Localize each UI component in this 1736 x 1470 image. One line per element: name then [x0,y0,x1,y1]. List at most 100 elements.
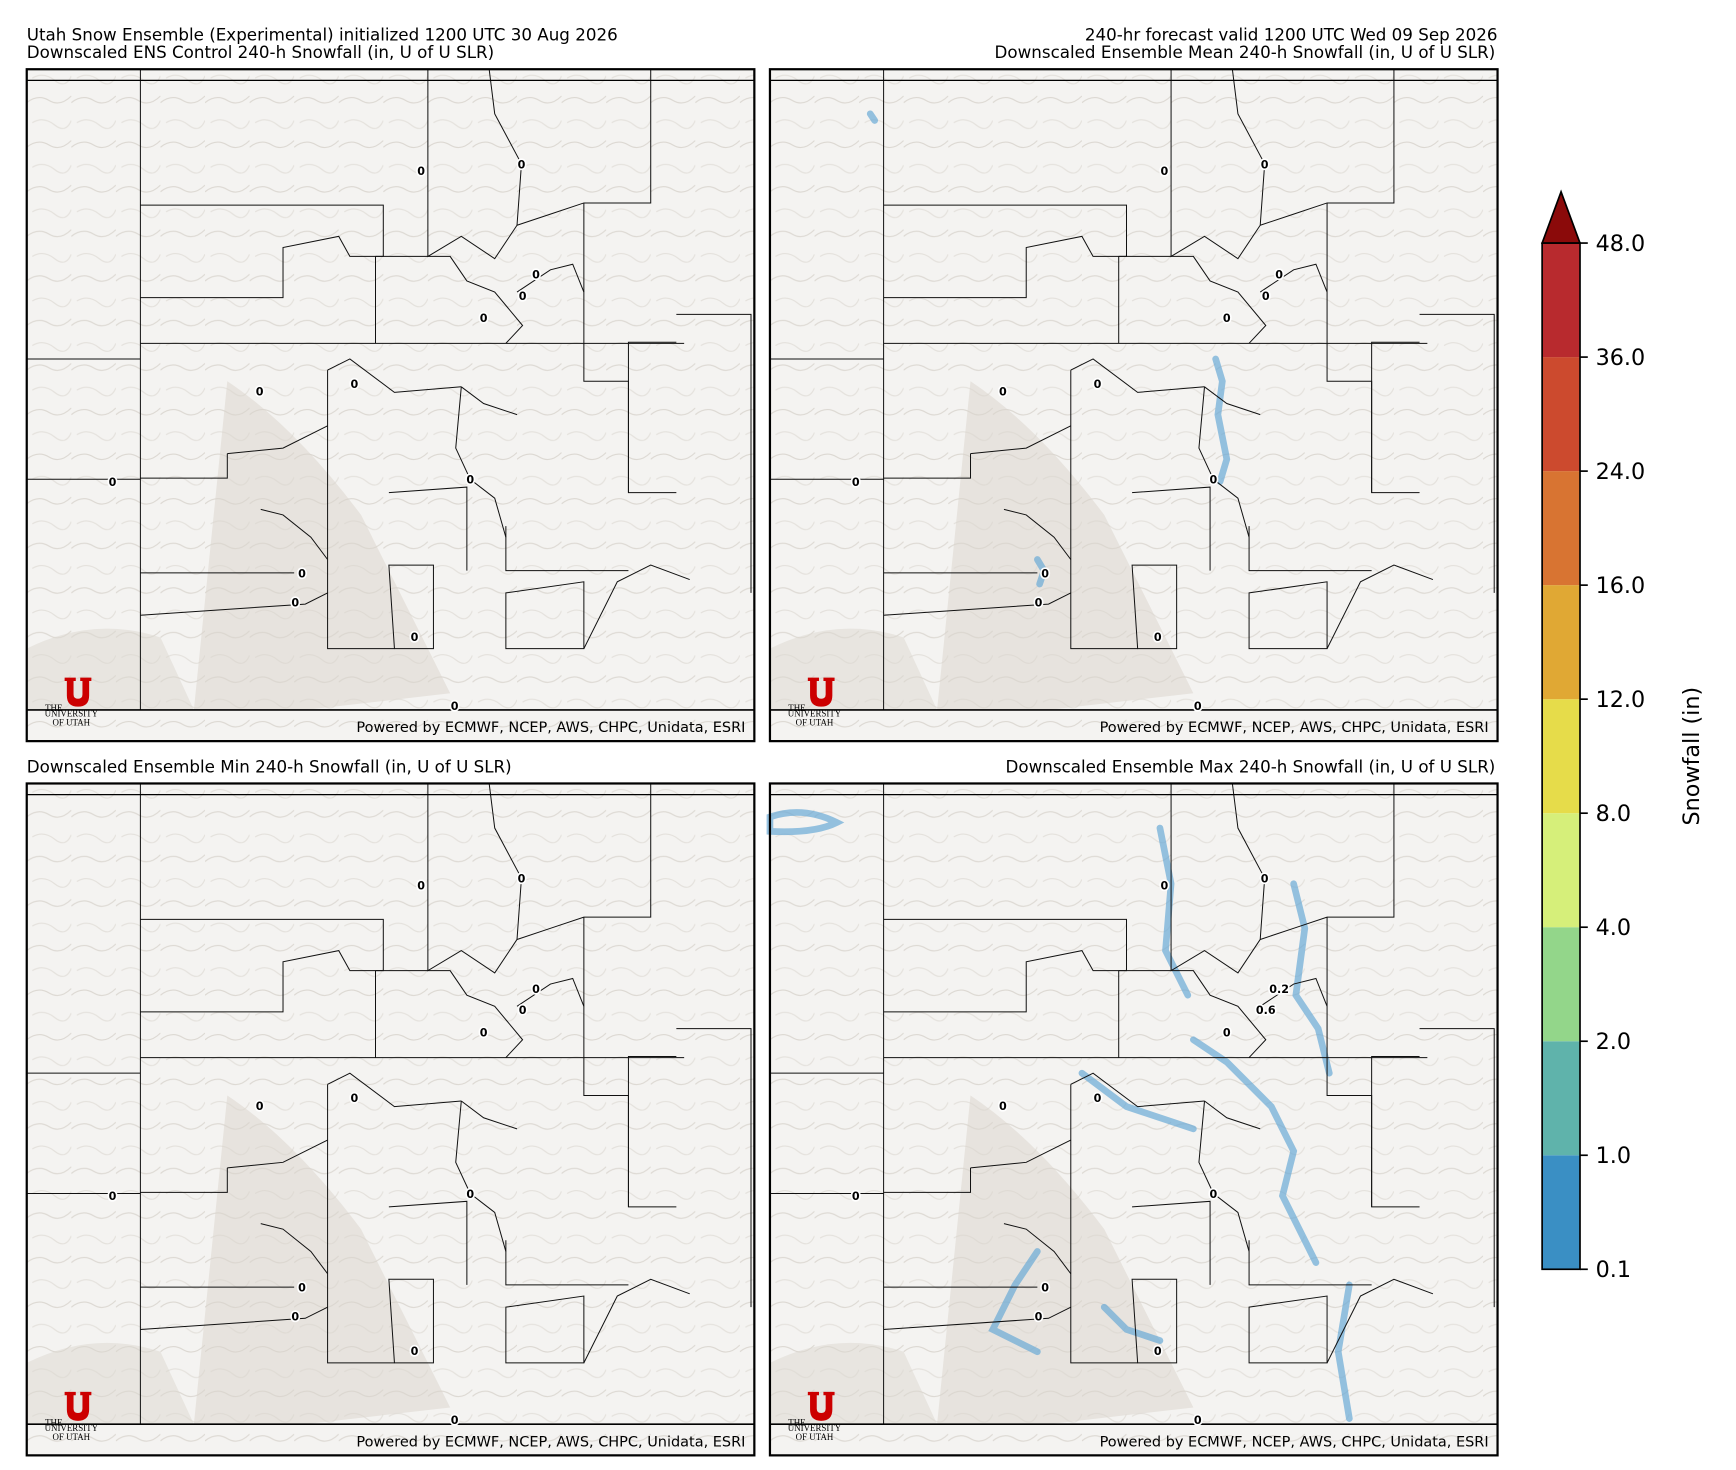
map-frame [768,68,1499,743]
utah-logo-u [807,677,835,707]
snow-shading [766,809,845,836]
utah-logo-text: THE [45,703,62,713]
utah-logo-text: OF UTAH [52,718,90,728]
panel-title: Downscaled Ensemble Max 240-h Snowfall (… [1006,756,1496,776]
point-label: 0 [109,1190,117,1203]
colorbar-segment [1542,927,1581,1042]
credit: Powered by ECMWF, NCEP, AWS, CHPC, Unida… [356,1434,745,1450]
point-label: 0 [417,165,425,178]
point-label: 0 [999,1100,1007,1113]
point-label: 0.6 [1256,1004,1276,1017]
point-label: 0 [411,631,419,644]
utah-logo-u [64,677,92,707]
snow-shading [1078,1069,1197,1133]
colorbar: 0.1 1.0 2.0 4.0 8.0 12.0 16.0 24.0 36.0 48.0 Snowf… [1540,189,1705,1283]
point-label: 0 [451,700,459,713]
point-label: 0 [1223,1026,1231,1039]
point-label: 0 [518,873,526,886]
colorbar-tick-label: 24.0 [1596,459,1646,485]
snow-shading [1190,1036,1320,1266]
colorbar-tick-label: 4.0 [1596,915,1631,941]
point-label: 0 [298,567,306,580]
point-label: 0 [1261,873,1269,886]
credit: Powered by ECMWF, NCEP, AWS, CHPC, Unida… [1100,1434,1489,1450]
snow-shading [1034,556,1048,588]
point-label: 0 [451,1414,459,1427]
point-label: 0 [350,378,358,391]
utah-logo-text: OF UTAH [52,1432,90,1442]
colorbar-segment [1542,699,1581,814]
point-label: 0 [466,474,474,487]
point-label: 0 [291,596,299,609]
credit: Powered by ECMWF, NCEP, AWS, CHPC, Unida… [1100,720,1489,736]
colorbar-segment [1542,471,1581,586]
map-panel: Downscaled ENS Control 240-h Snowfall (i… [25,42,756,743]
panel-title: Downscaled ENS Control 240-h Snowfall (i… [27,42,494,62]
point-label: 0 [1210,474,1218,487]
panel-title: Downscaled Ensemble Mean 240-h Snowfall … [995,42,1496,62]
colorbar-tick-label: 48.0 [1596,231,1646,257]
point-label: 0 [1210,1188,1218,1201]
colorbar-tick-label: 36.0 [1596,345,1646,371]
utah-logo-u [807,1391,835,1421]
credit: Powered by ECMWF, NCEP, AWS, CHPC, Unida… [356,720,745,736]
point-label: 0 [1223,312,1231,325]
point-label: 0 [1094,1092,1102,1105]
snow-shading [1290,880,1333,1077]
point-label: 0 [480,1026,488,1039]
point-label: 0 [350,1092,358,1105]
point-label: 0 [852,476,860,489]
header-right: 240-hr forecast valid 1200 UTC Wed 09 Se… [1085,24,1498,44]
snow-shading [988,1248,1041,1356]
utah-logo-text: THE [788,1417,805,1427]
utah-logo-text: UNIVERSITY [45,709,99,719]
point-label: 0 [1154,1345,1162,1358]
colorbar-frame [1541,242,1581,1271]
point-label: 0.2 [1269,983,1289,996]
utah-logo-text: UNIVERSITY [45,1423,99,1433]
utah-logo-text: OF UTAH [796,718,834,728]
point-label: 0 [519,290,527,303]
utah-logo-text: UNIVERSITY [788,709,842,719]
point-label: 0 [519,1004,527,1017]
colorbar-tick-label: 0.1 [1596,1257,1631,1283]
terrain-shade [937,381,1194,710]
point-label: 0 [1261,158,1269,171]
point-label: 0 [852,1190,860,1203]
utah-logo-u [64,1391,92,1421]
utah-logo-text: OF UTAH [796,1432,834,1442]
point-label: 0 [1154,631,1162,644]
terrain-shade [193,381,451,710]
terrain-shade [193,1095,451,1425]
point-label: 0 [518,158,526,171]
snow-shading [1212,355,1231,485]
colorbar-segment [1542,1155,1581,1270]
utah-logo-text: THE [788,703,805,713]
point-label: 0 [1035,1311,1043,1324]
point-label: 0 [291,1311,299,1324]
map-panel: Downscaled Ensemble Max 240-h Snowfall (… [766,756,1499,1457]
snow-shading [866,110,879,124]
colorbar-segment [1542,813,1581,928]
point-label: 0 [1262,290,1270,303]
map-panel: Downscaled Ensemble Min 240-h Snowfall (… [25,756,756,1457]
point-label: 0 [417,879,425,892]
point-label: 0 [480,312,488,325]
point-label: 0 [298,1282,306,1295]
point-label: 0 [532,983,540,996]
point-label: 0 [109,476,117,489]
map-frame [768,782,1499,1457]
colorbar-tick-label: 12.0 [1596,687,1646,713]
utah-logo-text: UNIVERSITY [788,1423,842,1433]
point-label: 0 [411,1345,419,1358]
colorbar-label: Snowfall (in) [1679,687,1705,826]
snow-shading [1334,1281,1353,1422]
point-label: 0 [1194,1414,1202,1427]
colorbar-segment [1542,357,1581,472]
panel-title: Downscaled Ensemble Min 240-h Snowfall (… [27,756,512,776]
point-label: 0 [1094,378,1102,391]
snow-shading [1100,1303,1164,1344]
colorbar-segment [1542,585,1581,700]
colorbar-tick-label: 16.0 [1596,573,1646,599]
colorbar-extend [1540,189,1582,244]
